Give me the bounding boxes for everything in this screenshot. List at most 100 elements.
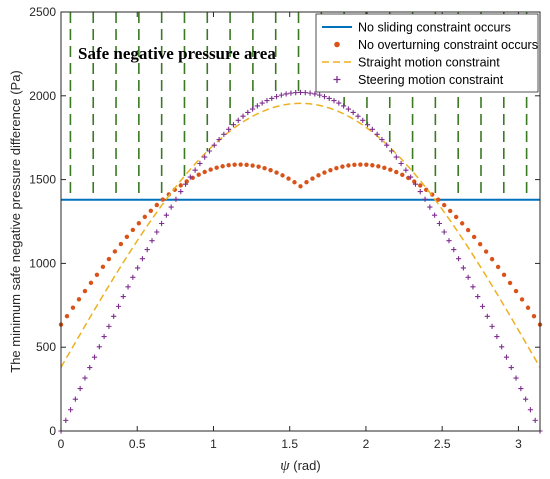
overturning-point [268,167,273,173]
steering-point [441,229,447,235]
legend-swatch-plus [333,76,341,83]
overturning-point [388,167,393,172]
steering-point [106,323,112,329]
overturning-point [376,164,381,169]
steering-point [202,154,208,160]
overturning-point [190,175,195,181]
steering-point [470,284,476,290]
steering-point [96,344,102,350]
overturning-point [298,184,303,189]
steering-point [144,246,150,253]
x-tick-label: 1.5 [281,437,298,451]
steering-point [432,212,438,218]
steering-point [513,375,519,381]
overturning-point [106,256,112,262]
steering-point [369,126,375,132]
steering-point [503,354,510,360]
steering-point [259,100,265,106]
overturning-point [160,197,165,202]
steering-point [331,98,337,104]
steering-point [125,284,131,290]
steering-point [336,100,342,106]
steering-point [451,246,457,253]
overturning-point [525,305,531,310]
overturning-point [130,227,136,233]
overturning-point [220,164,225,169]
overturning-point [352,162,357,168]
overturning-point [76,297,82,302]
steering-point [273,94,280,100]
overturning-point [501,272,507,278]
x-tick-label: 3 [515,437,522,451]
steering-point [345,106,351,112]
steering-point [226,126,232,132]
overturning-point [148,208,154,213]
steering-point [417,189,423,195]
overturning-point [292,180,297,185]
overturning-point [202,169,207,175]
legend: No sliding constraint occurs No overturni… [315,13,539,93]
steering-point [518,385,524,392]
steering-point [484,313,490,319]
overturning-point [112,249,118,254]
legend-label: No sliding constraint occurs [358,21,511,35]
y-tick-label: 2000 [29,89,56,103]
overturning-point [244,162,249,168]
steering-point [379,136,385,143]
overturning-point [447,208,453,214]
overturning-point [436,197,441,202]
y-axis-label: The minimum safe negative pressure diffe… [8,70,23,373]
steering-point [111,313,117,319]
overturning-point [286,176,291,181]
overturning-point [70,305,76,310]
x-axis-label: ψ (rad) [280,458,320,474]
steering-point [211,142,217,148]
steering-point [412,181,419,187]
steering-point [341,103,347,109]
x-tick-label: 0.5 [129,437,146,451]
overturning-point [178,183,183,188]
overturning-point [382,165,387,170]
overturning-point [471,234,477,240]
steering-point [523,396,529,402]
overturning-point [214,165,219,170]
overturning-point [334,165,339,171]
overturning-point [406,175,411,181]
overturning-point [262,166,267,171]
overturning-point [358,162,363,167]
overturning-point [124,234,130,240]
overturning-point [531,313,537,319]
steering-point [393,154,399,160]
legend-label: Straight motion constraint [358,56,500,70]
legend-label: No overturning constraint occurs [358,38,538,52]
overturning-point [364,162,369,167]
overturning-point [507,280,513,286]
steering-point [288,90,294,96]
overturning-point [328,167,333,173]
steering-point [245,109,251,116]
steering-point [312,91,318,97]
steering-point [139,256,146,262]
steering-point [158,220,165,227]
steering-point [460,265,466,271]
overturning-point [310,176,315,181]
y-tick-label: 1000 [29,256,56,270]
overturning-point [82,288,88,294]
steering-point [264,98,270,104]
series-layer [58,89,543,434]
steering-point [422,196,428,202]
safe-area-annotation: Safe negative pressure area [78,44,276,63]
overturning-point [154,202,159,208]
overturning-point [250,163,255,168]
straight-motion-curve [60,102,541,368]
overturning-point [136,221,142,226]
steering-point [168,204,174,210]
overturning-point [346,163,351,168]
overturning-point [142,214,148,220]
steering-point [408,174,414,180]
steering-point [221,131,227,137]
y-tick-label: 2500 [29,5,56,19]
overturning-point [100,264,106,270]
